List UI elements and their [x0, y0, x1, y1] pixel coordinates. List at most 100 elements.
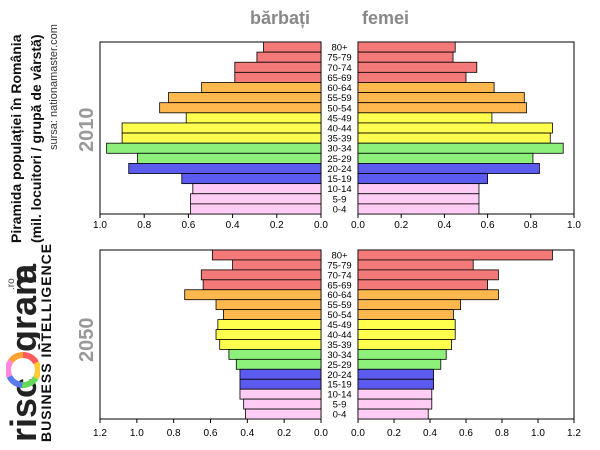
bar-women	[357, 368, 434, 380]
age-group-label: 75-79	[327, 260, 351, 271]
age-group-label: 80+	[331, 43, 348, 54]
bar-men	[121, 132, 322, 144]
bar-women	[357, 259, 474, 271]
bar-women	[357, 92, 525, 104]
bar-men	[245, 408, 322, 420]
bar-men	[217, 319, 322, 330]
age-group-label: 5-9	[333, 400, 347, 411]
brand-wheel-icon	[6, 352, 40, 388]
age-group-label: 25-29	[327, 360, 351, 371]
age-group-label: 20-24	[327, 164, 351, 175]
brand-part-3: a	[6, 263, 40, 284]
tick-label: 0.4	[226, 220, 240, 231]
age-group-label: 75-79	[327, 53, 351, 64]
bar-women	[357, 51, 454, 63]
bar-women	[357, 329, 456, 340]
bar-men	[239, 388, 322, 400]
bar-men	[256, 51, 322, 63]
bar-women	[357, 309, 454, 320]
bar-women	[357, 163, 540, 174]
age-group-label: 35-39	[327, 340, 351, 351]
bar-women	[357, 41, 456, 53]
bar-men	[201, 82, 322, 93]
bar-men	[215, 329, 322, 340]
bar-women	[357, 61, 478, 73]
age-group-label: 60-64	[327, 290, 351, 301]
brand-suffix: .ro	[6, 278, 17, 290]
age-group-label: 55-59	[327, 300, 351, 311]
brand-part-1: risc	[6, 378, 40, 442]
age-group-label: 10-14	[327, 184, 351, 195]
age-group-label: 15-19	[327, 380, 351, 391]
bar-men	[128, 163, 322, 174]
bar-men	[200, 269, 322, 281]
tick-label: 0.4	[240, 428, 254, 439]
bar-men	[239, 378, 322, 390]
age-group-label: 5-9	[333, 194, 347, 205]
tick-label: 0.0	[351, 428, 365, 439]
age-group-label: 60-64	[327, 83, 351, 94]
bar-women	[357, 203, 480, 215]
bar-men	[232, 259, 322, 271]
age-group-label: 25-29	[327, 154, 351, 165]
bar-men	[222, 309, 322, 320]
tick-label: 1.0	[93, 220, 107, 231]
tick-label: 0.8	[524, 220, 538, 231]
bar-women	[357, 142, 564, 154]
age-group-label: 65-69	[327, 280, 351, 291]
bar-men	[234, 71, 322, 83]
bar-women	[357, 339, 452, 350]
tick-label: 0.8	[167, 428, 181, 439]
tick-label: 0.2	[277, 428, 291, 439]
tick-label: 0.8	[137, 220, 151, 231]
bar-men	[202, 279, 322, 291]
bar-women	[357, 71, 467, 83]
tick-label: 0.4	[423, 428, 437, 439]
tick-label: 1.0	[130, 428, 144, 439]
bar-men	[215, 299, 322, 311]
tick-label: 0.0	[351, 220, 365, 231]
bar-women	[357, 132, 551, 144]
bar-men	[192, 183, 322, 195]
bar-women	[357, 358, 442, 370]
tick-label: 0.2	[387, 428, 401, 439]
bar-women	[357, 299, 461, 311]
bar-men	[243, 398, 322, 410]
bar-men	[239, 368, 322, 380]
bar-men	[211, 249, 322, 261]
bar-men	[263, 41, 322, 53]
bar-women	[357, 279, 489, 291]
bar-men	[184, 289, 322, 301]
tick-label: 0.8	[495, 428, 509, 439]
bar-women	[357, 388, 433, 400]
bar-women	[357, 249, 553, 261]
age-group-label: 10-14	[327, 390, 351, 401]
tick-label: 1.0	[531, 428, 545, 439]
bar-women	[357, 269, 499, 281]
tick-label: 1.2	[567, 428, 581, 439]
age-group-label: 55-59	[327, 93, 351, 104]
age-group-label: 70-74	[327, 270, 351, 281]
bar-men	[190, 203, 322, 215]
tick-label: 1.0	[567, 220, 581, 231]
age-group-label: 45-49	[327, 113, 351, 124]
bar-women	[357, 193, 480, 205]
bar-women	[357, 319, 456, 330]
bar-women	[357, 398, 433, 410]
bar-men	[190, 193, 322, 205]
bar-women	[357, 122, 553, 134]
tick-label: 1.2	[93, 428, 107, 439]
tick-label: 0.6	[181, 220, 195, 231]
bar-men	[219, 339, 322, 350]
bar-men	[168, 92, 322, 104]
tick-label: 0.2	[394, 220, 408, 231]
bar-men	[181, 173, 322, 185]
bar-women	[357, 349, 447, 360]
brand-logo: risc gram a .ro	[6, 263, 40, 442]
age-group-label: 50-54	[327, 310, 351, 321]
bar-men	[137, 152, 322, 164]
bar-men	[234, 61, 322, 73]
tick-label: 0.4	[437, 220, 451, 231]
bar-men	[228, 349, 322, 360]
bar-women	[357, 82, 495, 93]
